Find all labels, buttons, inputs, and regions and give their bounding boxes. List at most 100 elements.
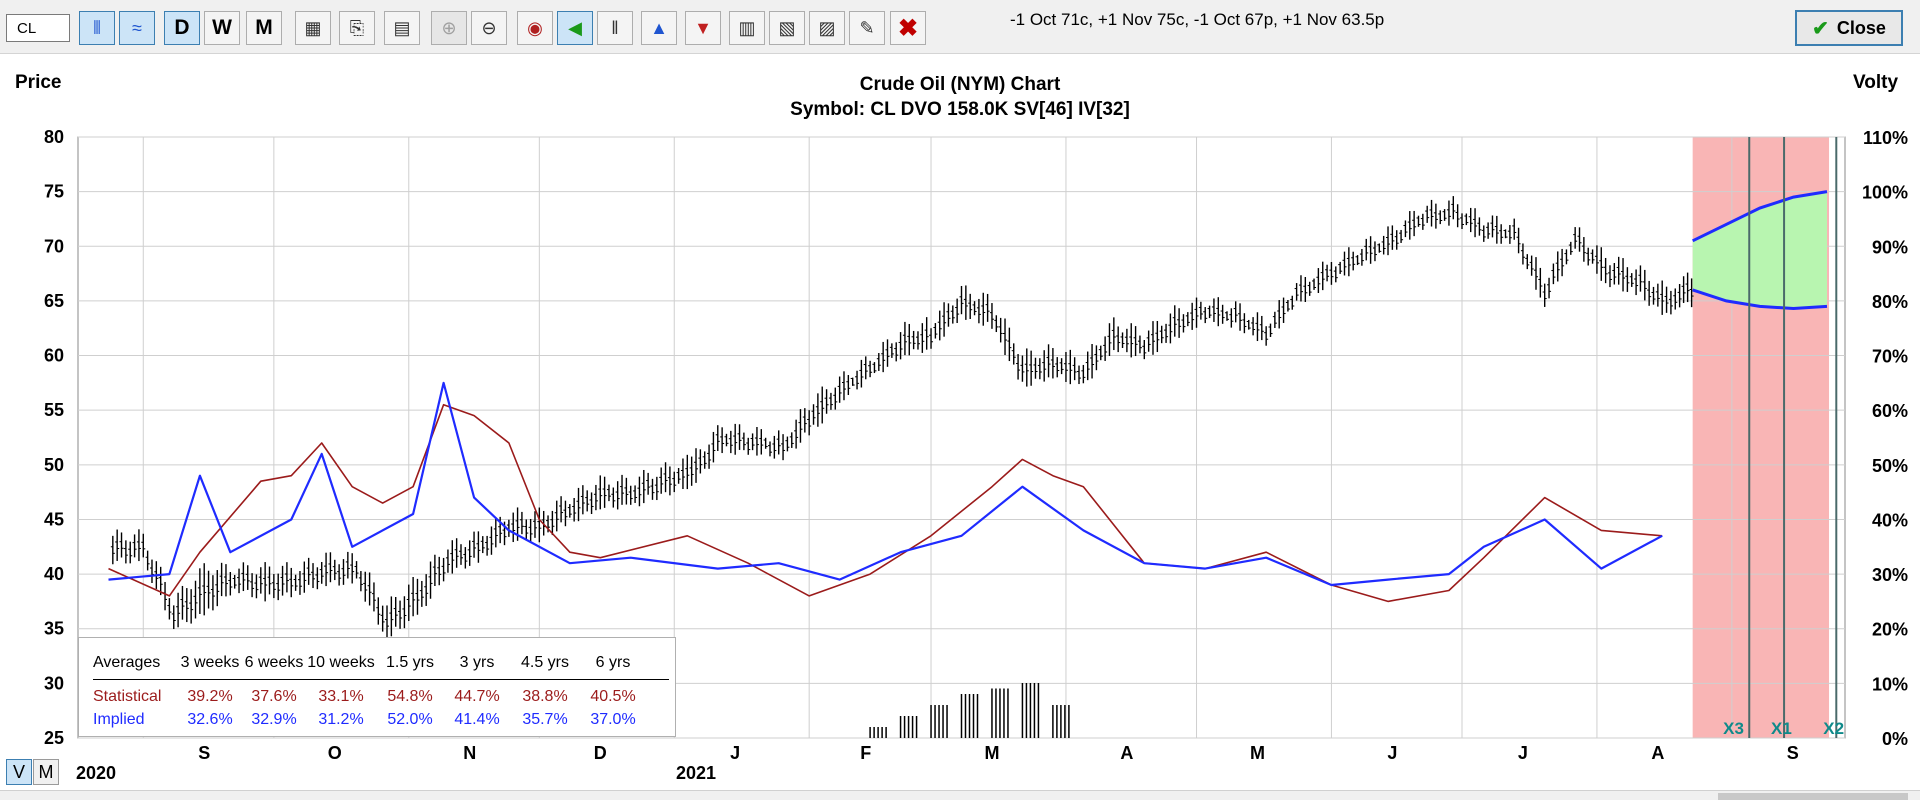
chart-settings-icon: ▦ — [304, 17, 322, 38]
green-arrow-button[interactable]: ◀ — [557, 11, 593, 45]
volty-tick-label: 40% — [1872, 510, 1908, 530]
volty-tick-label: 50% — [1872, 456, 1908, 476]
zoom-in-icon: ⊕ — [441, 17, 457, 38]
averages-header-cell: 10 weeks — [307, 654, 375, 671]
expiration-button[interactable]: ▼ — [685, 11, 721, 45]
view-mode-m-button[interactable]: M — [33, 759, 59, 785]
volty-tick-label: 110% — [1863, 128, 1908, 148]
volty-tick-label: 30% — [1872, 565, 1908, 585]
toolbar: ⫴ ≈ DWM ▦ ⎘ ▤ ⊕ ⊖ ◉ ◀ ‖ ▲ ▼ ▥ ▧ ▨ ✎ ✖ -1 Oct 71c, +1 Nov … — [0, 0, 1920, 54]
green-arrow-icon: ◀ — [568, 17, 582, 38]
price-tick-label: 40 — [44, 564, 64, 584]
candles-button[interactable]: ‖ — [597, 11, 633, 45]
statistical-value: 44.7% — [454, 688, 500, 705]
indicator-button[interactable]: ▧ — [769, 11, 805, 45]
delete-button[interactable]: ✖ — [890, 11, 926, 45]
year-label: 2021 — [676, 763, 716, 783]
statistical-volatility-line — [108, 403, 1663, 603]
year-label: 2020 — [76, 763, 116, 783]
right-axis-title: Volty — [1853, 72, 1899, 93]
strategy-text: -1 Oct 71c, +1 Nov 75c, -1 Oct 67p, +1 N… — [1010, 10, 1385, 29]
target-icon: ◉ — [527, 17, 543, 38]
volty-tick-label: 100% — [1862, 183, 1908, 203]
month-tick-label: S — [1787, 743, 1799, 763]
implied-value: 32.6% — [187, 711, 233, 728]
price-tick-label: 55 — [44, 400, 64, 420]
averages-header-cell: 3 yrs — [459, 654, 495, 671]
month-tick-label: F — [860, 743, 871, 763]
bar-chart-icon: ⫴ — [93, 17, 101, 38]
price-tick-label: 60 — [44, 346, 64, 366]
month-tick-label: M — [1250, 743, 1265, 763]
implied-label: Implied — [93, 711, 145, 728]
implied-value: 37.0% — [590, 711, 636, 728]
export-button[interactable]: ⎘ — [339, 11, 375, 45]
zoom-out-icon: ⊖ — [481, 17, 497, 38]
month-tick-label: A — [1651, 743, 1664, 763]
expiration-marker: X1 — [1771, 719, 1792, 738]
symbol-input[interactable] — [6, 14, 70, 42]
price-tick-label: 80 — [44, 127, 64, 147]
volume-button[interactable]: ▥ — [729, 11, 765, 45]
averages-header-cell: 6 weeks — [244, 654, 304, 671]
zoom-in-button[interactable]: ⊕ — [431, 11, 467, 45]
calculator-button[interactable]: ▤ — [384, 11, 420, 45]
implied-value: 31.2% — [318, 711, 364, 728]
candles-icon: ‖ — [611, 17, 619, 38]
news-button[interactable]: ▨ — [809, 11, 845, 45]
earnings-button[interactable]: ▲ — [641, 11, 677, 45]
statistical-value: 38.8% — [522, 688, 568, 705]
zoom-out-button[interactable]: ⊖ — [471, 11, 507, 45]
implied-value: 35.7% — [522, 711, 568, 728]
volty-tick-label: 10% — [1872, 674, 1908, 694]
month-tick-label: M — [984, 743, 999, 763]
scroll-thumb[interactable] — [1718, 793, 1908, 800]
averages-header-cell: 6 yrs — [595, 654, 631, 671]
month-tick-label: J — [730, 743, 740, 763]
news-icon: ▨ — [818, 17, 836, 38]
volty-tick-label: 0% — [1882, 729, 1908, 749]
projection-lower-line — [1692, 288, 1828, 311]
horizontal-scrollbar[interactable] — [0, 790, 1920, 800]
month-tick-label: J — [1387, 743, 1397, 763]
statistical-value: 39.2% — [187, 688, 233, 705]
period-d-button[interactable]: D — [164, 11, 200, 45]
line-chart-button[interactable]: ≈ — [119, 11, 155, 45]
price-tick-label: 35 — [44, 619, 64, 639]
projection-cone — [1692, 191, 1827, 309]
volty-tick-label: 80% — [1872, 292, 1908, 312]
view-mode-v-button[interactable]: V — [6, 759, 32, 785]
price-tick-label: 65 — [44, 291, 64, 311]
month-tick-label: J — [1518, 743, 1528, 763]
volty-tick-label: 20% — [1872, 620, 1908, 640]
price-tick-label: 30 — [44, 673, 64, 693]
volume-icon: ▥ — [738, 17, 756, 38]
averages-header-cell: 4.5 yrs — [520, 654, 569, 671]
implied-value: 32.9% — [251, 711, 297, 728]
export-icon: ⎘ — [349, 17, 365, 38]
expiration-marker: X3 — [1723, 719, 1744, 738]
price-tick-label: 50 — [44, 455, 64, 475]
period-m-button[interactable]: M — [246, 11, 282, 45]
price-tick-label: 45 — [44, 509, 64, 529]
pencil-button[interactable]: ✎ — [849, 11, 885, 45]
earnings-icon: ▲ — [650, 17, 668, 38]
expiration-icon: ▼ — [694, 17, 712, 38]
implied-value: 41.4% — [454, 711, 500, 728]
pencil-icon: ✎ — [859, 17, 875, 38]
month-tick-label: S — [198, 743, 210, 763]
target-button[interactable]: ◉ — [517, 11, 553, 45]
statistical-value: 33.1% — [318, 688, 364, 705]
bar-chart-button[interactable]: ⫴ — [79, 11, 115, 45]
chart-title: Crude Oil (NYM) Chart — [859, 74, 1061, 95]
averages-divider — [93, 679, 669, 680]
close-label: Close — [1836, 17, 1886, 38]
month-tick-label: D — [594, 743, 607, 763]
price-volatility-chart: 80 75 70 65 60 55 50 45 40 35 30 25 110% 100% 90% 80% 70… — [44, 127, 1908, 783]
implied-value: 52.0% — [387, 711, 433, 728]
chart-settings-button[interactable]: ▦ — [295, 11, 331, 45]
implied-volatility-line — [108, 381, 1663, 587]
volty-tick-label: 60% — [1872, 401, 1908, 421]
period-w-button[interactable]: W — [204, 11, 240, 45]
close-button[interactable]: ✔ Close — [1795, 10, 1903, 46]
